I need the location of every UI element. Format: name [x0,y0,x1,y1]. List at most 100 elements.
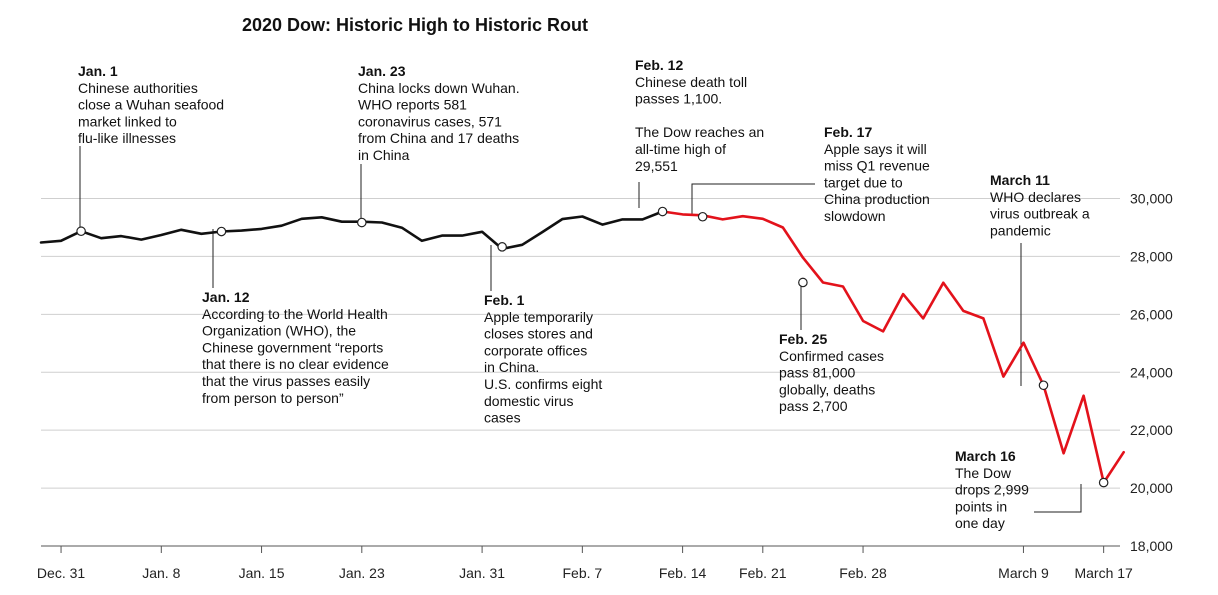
annotation-text: that the virus passes easily [202,373,370,389]
annotation-leader [1034,484,1082,513]
annotation-text: target due to [824,174,903,190]
annotation-text: The Dow [955,465,1012,481]
x-tick-label: March 9 [998,565,1049,581]
annotation-text: in China [358,147,410,163]
annotation-date: Feb. 1 [484,292,525,308]
annotation-marker [356,217,367,228]
annotation-text: all-time high of [635,141,726,157]
x-axis-ticks: Dec. 31 Jan. 8 Jan. 15 Jan. 23 Jan. 31 Feb. 7… [37,546,1133,581]
annotation-text: U.S. confirms eight [484,376,602,392]
annotation-text: that there is no clear evidence [202,356,389,372]
annotation-marker [1038,380,1049,391]
y-tick-label: 30,000 [1130,191,1173,207]
series-line [661,210,1125,484]
x-tick-label: Dec. 31 [37,565,85,581]
annotation-marker [657,206,668,217]
annotation-date: March 16 [955,448,1016,464]
annotation-text: 29,551 [635,158,678,174]
x-tick-label: Jan. 15 [239,565,285,581]
annotation-text: miss Q1 revenue [824,158,930,174]
annotation-text: points in [955,498,1007,514]
annotation-text: in China. [484,359,539,375]
y-tick-label: 24,000 [1130,364,1173,380]
annotation-text: pandemic [990,222,1051,238]
annotation-date: Feb. 25 [779,331,827,347]
annotation-text: from China and 17 deaths [358,130,519,146]
annotation-date: Jan. 12 [202,289,250,305]
x-tick-label: March 17 [1074,565,1133,581]
annotation-date: Jan. 23 [358,63,406,79]
annotation-text: closes stores and [484,326,593,342]
annotation-marker [798,277,808,288]
annotation-text: China production [824,191,930,207]
y-tick-label: 26,000 [1130,306,1173,322]
annotation-text: pass 81,000 [779,365,855,381]
annotation-marker [697,211,708,222]
annotation-date: March 11 [990,172,1050,188]
annotation-text: pass 2,700 [779,398,848,414]
annotation-date: Feb. 12 [635,57,683,73]
annotation-text: slowdown [824,208,885,224]
x-tick-label: Feb. 28 [839,565,887,581]
y-tick-label: 28,000 [1130,248,1173,264]
annotation-text: Confirmed cases [779,348,884,364]
annotation-text: corporate offices [484,342,587,358]
annotation-text: passes 1,100. [635,91,722,107]
annotation-text: WHO declares [990,189,1081,205]
series-line [39,210,664,251]
annotation-text: drops 2,999 [955,482,1029,498]
annotation-text: cases [484,410,521,426]
x-tick-label: Feb. 21 [739,565,787,581]
x-tick-label: Jan. 31 [459,565,505,581]
chart-title: 2020 Dow: Historic High to Historic Rout [242,15,588,35]
y-tick-label: 20,000 [1130,480,1173,496]
annotation-leaders [79,146,1082,513]
annotation-text: Chinese government “reports [202,339,383,355]
annotation-text: coronavirus cases, 571 [358,113,502,129]
annotation-date: Feb. 17 [824,124,872,140]
annotation-marker [76,226,86,237]
y-axis-ticks: 18,000 20,000 22,000 24,000 26,000 28,000 30,0… [1130,191,1173,555]
annotation-leader [691,183,815,216]
annotation-marker [216,226,227,237]
annotation-text: China locks down Wuhan. [358,80,520,96]
series-lines [39,210,1125,484]
annotation-marker [497,242,507,252]
y-tick-label: 22,000 [1130,422,1173,438]
annotation-text: WHO reports 581 [358,97,467,113]
annotation-text: The Dow reaches an [635,124,764,140]
x-tick-label: Feb. 7 [562,565,602,581]
annotation-text: Chinese authorities [78,80,198,96]
annotation-date: Jan. 1 [78,63,118,79]
annotation-markers [76,206,1109,488]
annotation-text: Organization (WHO), the [202,323,356,339]
annotation-text: from person to person” [202,390,344,406]
annotation-text: According to the World Health [202,306,388,322]
annotation-text: globally, deaths [779,381,875,397]
x-tick-label: Jan. 23 [339,565,385,581]
annotation-text: domestic virus [484,393,573,409]
gridlines [41,198,1120,547]
annotation-text: flu-like illnesses [78,130,176,146]
x-tick-label: Jan. 8 [142,565,180,581]
annotation-text: Chinese death toll [635,74,747,90]
annotation-marker [1098,477,1109,488]
annotation-text: close a Wuhan seafood [78,97,224,113]
annotation-text: one day [955,515,1005,531]
annotation-text: Apple says it will [824,141,927,157]
annotation-text: Apple temporarily [484,309,593,325]
annotation-text: virus outbreak a [990,206,1090,222]
y-tick-label: 18,000 [1130,538,1173,554]
annotation-text: market linked to [78,113,177,129]
